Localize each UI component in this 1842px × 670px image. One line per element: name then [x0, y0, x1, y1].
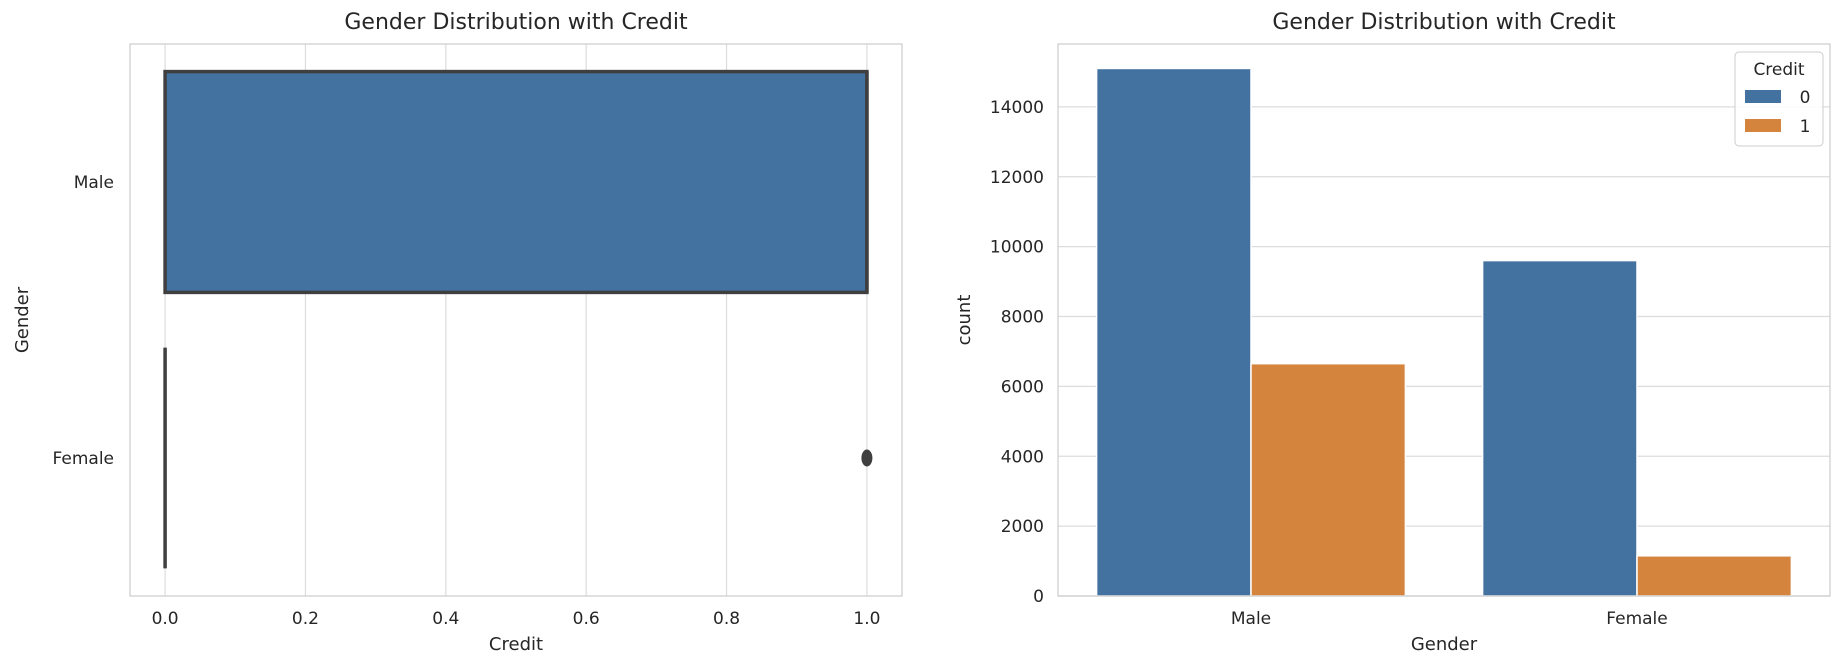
bar-x-tick-label: Female — [1606, 609, 1667, 629]
bar-y-tick-label: 12000 — [990, 168, 1044, 188]
bar-female-credit-1 — [1636, 555, 1793, 597]
boxplot-x-tick-label: 1.0 — [853, 609, 880, 629]
boxplot-x-tick-label: 0.8 — [713, 609, 740, 629]
boxplot-x-tick-label: 0.4 — [432, 609, 459, 629]
boxplot-outlier-female — [861, 449, 873, 467]
legend-label-0: 0 — [1800, 88, 1811, 108]
bar-y-tick-label: 10000 — [990, 238, 1044, 258]
bar-y-axis-label: count — [954, 295, 975, 346]
legend-swatch-1 — [1745, 119, 1781, 132]
boxplot-chart: Gender Distribution with Credit 0.0 0.2 0.… — [12, 10, 903, 655]
bar-female-credit-0 — [1481, 259, 1638, 597]
bar-chart: Gender Distribution with Credit Male Fema… — [954, 10, 1831, 655]
boxplot-y-axis-label: Gender — [12, 286, 33, 353]
boxplot-frame — [129, 43, 903, 597]
boxplot-title: Gender Distribution with Credit — [344, 10, 688, 35]
boxplot-x-tick-label: 0.6 — [573, 609, 600, 629]
legend-label-1: 1 — [1800, 117, 1811, 137]
bar-male-credit-1 — [1250, 362, 1407, 597]
boxplot-x-axis-label: Credit — [489, 634, 543, 655]
boxplot-y-tick-label: Male — [74, 173, 114, 193]
bar-y-tick-label: 2000 — [1001, 517, 1044, 537]
bar-male-credit-0 — [1095, 67, 1252, 597]
boxplot-x-tick-label: 0.2 — [292, 609, 319, 629]
bar-y-tick-label: 0 — [1033, 587, 1044, 607]
legend-title: Credit — [1753, 60, 1804, 80]
bar-x-tick-label: Male — [1231, 609, 1271, 629]
bar-y-tick-label: 6000 — [1001, 377, 1044, 397]
legend: Credit 0 1 — [1734, 51, 1824, 147]
bar-y-tick-label: 14000 — [990, 98, 1044, 118]
boxplot-box-male — [163, 69, 869, 295]
boxplot-y-ticks: Male Female — [53, 173, 114, 469]
boxplot-x-ticks: 0.0 0.2 0.4 0.6 0.8 1.0 — [152, 609, 881, 629]
bar-y-tick-label: 8000 — [1001, 308, 1044, 328]
boxplot-x-tick-label: 0.0 — [152, 609, 179, 629]
bar-title: Gender Distribution with Credit — [1272, 10, 1616, 35]
boxplot-marks — [163, 69, 873, 569]
bar-y-ticks: 0 2000 4000 6000 8000 10000 12000 14000 — [990, 98, 1044, 607]
boxplot-y-tick-label: Female — [53, 449, 114, 469]
bar-frame — [1057, 43, 1831, 597]
bar-y-tick-label: 4000 — [1001, 447, 1044, 467]
bar-x-axis-label: Gender — [1411, 634, 1478, 655]
bar-x-ticks: Male Female — [1231, 609, 1668, 629]
bar-marks — [1095, 67, 1793, 597]
legend-swatch-0 — [1745, 90, 1781, 103]
